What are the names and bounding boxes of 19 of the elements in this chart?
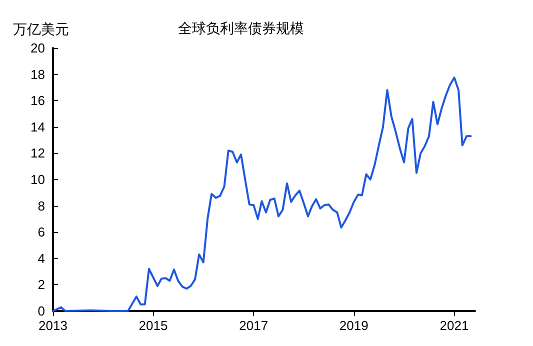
y-tick-label: 8 [38, 198, 45, 214]
x-tick-label: 2017 [239, 318, 268, 333]
y-tick-label: 6 [38, 224, 45, 240]
x-tick-label: 2015 [138, 318, 168, 333]
x-tick-label: 2013 [38, 318, 68, 333]
line-series [52, 76, 472, 312]
y-tick-label: 4 [38, 250, 45, 266]
y-tick-label: 16 [30, 93, 45, 108]
x-tick-label: 2021 [440, 318, 469, 333]
chart-title: 全球负利率债券规模 [178, 20, 304, 36]
x-tick-label: 2019 [339, 318, 368, 333]
y-tick-label: 14 [30, 119, 45, 134]
y-tick-label: 2 [38, 277, 45, 292]
y-tick-label: 12 [30, 146, 45, 161]
y-tick-label: 0 [38, 304, 45, 318]
y-tick-label: 20 [30, 40, 45, 56]
y-tick-label: 10 [30, 172, 45, 187]
y-tick-label: 18 [30, 66, 45, 82]
y-axis-title: 万亿美元 [13, 21, 69, 37]
